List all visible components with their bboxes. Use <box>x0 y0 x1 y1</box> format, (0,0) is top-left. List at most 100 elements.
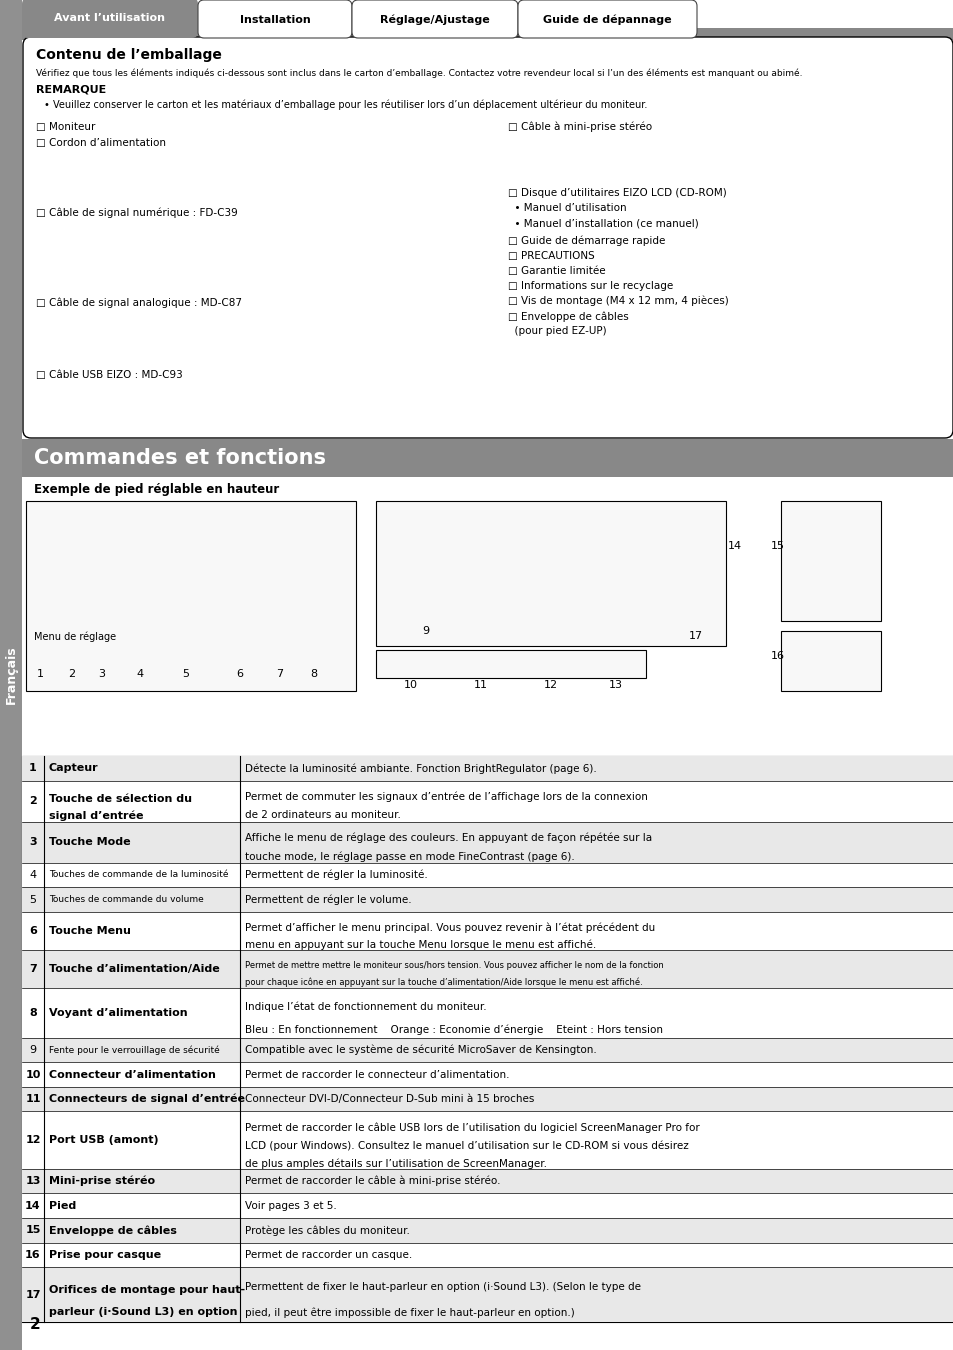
Text: □ Guide de démarrage rapide: □ Guide de démarrage rapide <box>507 236 664 247</box>
FancyBboxPatch shape <box>198 0 352 38</box>
Bar <box>22 1268 953 1322</box>
Bar <box>22 863 953 887</box>
Bar <box>22 1111 953 1169</box>
Text: LCD (pour Windows). Consultez le manuel d’utilisation sur le CD-ROM si vous dési: LCD (pour Windows). Consultez le manuel … <box>245 1141 688 1150</box>
Text: Réglage/Ajustage: Réglage/Ajustage <box>379 15 489 26</box>
Text: Permet de mettre mettre le moniteur sous/hors tension. Vous pouvez afficher le n: Permet de mettre mettre le moniteur sous… <box>245 961 663 969</box>
Text: 14: 14 <box>727 541 741 551</box>
Text: 6: 6 <box>236 670 243 679</box>
Text: Connecteurs de signal d’entrée: Connecteurs de signal d’entrée <box>49 1094 245 1104</box>
Text: Touche de sélection du: Touche de sélection du <box>49 794 192 803</box>
Bar <box>22 911 953 950</box>
Bar <box>0 0 22 1350</box>
Bar <box>22 780 953 822</box>
Text: 1: 1 <box>36 670 44 679</box>
Bar <box>22 1038 953 1062</box>
Text: Orifices de montage pour haut-: Orifices de montage pour haut- <box>49 1285 245 1295</box>
Bar <box>22 1169 953 1193</box>
Text: parleur (i·Sound L3) en option: parleur (i·Sound L3) en option <box>49 1307 237 1316</box>
Text: Port USB (amont): Port USB (amont) <box>49 1135 158 1145</box>
Bar <box>22 28 953 40</box>
Text: □ Moniteur: □ Moniteur <box>36 122 95 132</box>
Text: Affiche le menu de réglage des couleurs. En appuyant de façon répétée sur la: Affiche le menu de réglage des couleurs.… <box>245 833 652 844</box>
Text: 4: 4 <box>30 869 36 880</box>
Text: Permettent de fixer le haut-parleur en option (i·Sound L3). (Selon le type de: Permettent de fixer le haut-parleur en o… <box>245 1282 640 1292</box>
Text: Français: Français <box>5 645 17 705</box>
Text: Compatible avec le système de sécurité MicroSaver de Kensington.: Compatible avec le système de sécurité M… <box>245 1045 597 1056</box>
Bar <box>22 1218 953 1243</box>
Text: 16: 16 <box>25 1250 41 1260</box>
Text: 2: 2 <box>30 796 37 806</box>
Bar <box>22 1087 953 1111</box>
Text: □ Câble à mini-prise stéréo: □ Câble à mini-prise stéréo <box>507 122 652 132</box>
Text: 4: 4 <box>136 670 143 679</box>
Text: • Manuel d’installation (ce manuel): • Manuel d’installation (ce manuel) <box>507 217 698 228</box>
Text: 12: 12 <box>25 1135 41 1145</box>
Text: Permet d’afficher le menu principal. Vous pouvez revenir à l’état précédent du: Permet d’afficher le menu principal. Vou… <box>245 922 655 933</box>
Text: Permet de raccorder le câble USB lors de l’utilisation du logiciel ScreenManager: Permet de raccorder le câble USB lors de… <box>245 1122 699 1133</box>
Text: □ Garantie limitée: □ Garantie limitée <box>507 266 605 275</box>
Text: 9: 9 <box>30 1045 36 1054</box>
Text: 10: 10 <box>403 680 417 690</box>
Text: Exemple de pied réglable en hauteur: Exemple de pied réglable en hauteur <box>34 483 279 495</box>
Text: Permet de raccorder un casque.: Permet de raccorder un casque. <box>245 1250 412 1260</box>
Text: Touche Mode: Touche Mode <box>49 837 131 848</box>
Text: Capteur: Capteur <box>49 763 98 774</box>
Text: 6: 6 <box>29 926 37 936</box>
Text: □ Disque d’utilitaires EIZO LCD (CD-ROM): □ Disque d’utilitaires EIZO LCD (CD-ROM) <box>507 188 726 198</box>
Text: □ Vis de montage (M4 x 12 mm, 4 pièces): □ Vis de montage (M4 x 12 mm, 4 pièces) <box>507 296 728 306</box>
Bar <box>22 1243 953 1268</box>
Text: Pied: Pied <box>49 1200 76 1211</box>
Text: □ Câble de signal numérique : FD-C39: □ Câble de signal numérique : FD-C39 <box>36 208 237 219</box>
Bar <box>375 649 645 678</box>
Bar <box>375 501 725 647</box>
Text: Voyant d’alimentation: Voyant d’alimentation <box>49 1008 188 1018</box>
Text: pour chaque icône en appuyant sur la touche d’alimentation/Aide lorsque le menu : pour chaque icône en appuyant sur la tou… <box>245 977 642 987</box>
Text: de plus amples détails sur l’utilisation de ScreenManager.: de plus amples détails sur l’utilisation… <box>245 1158 546 1169</box>
Text: Connecteur DVI-D/Connecteur D-Sub mini à 15 broches: Connecteur DVI-D/Connecteur D-Sub mini à… <box>245 1094 534 1104</box>
Text: 8: 8 <box>310 670 317 679</box>
Text: menu en appuyant sur la touche Menu lorsque le menu est affiché.: menu en appuyant sur la touche Menu lors… <box>245 940 596 950</box>
Bar <box>22 950 953 988</box>
Bar <box>22 756 953 780</box>
Text: 17: 17 <box>688 630 702 641</box>
Text: touche mode, le réglage passe en mode FineContrast (page 6).: touche mode, le réglage passe en mode Fi… <box>245 852 574 861</box>
Bar <box>781 501 880 621</box>
Text: 1: 1 <box>30 763 37 774</box>
Text: 15: 15 <box>26 1226 41 1235</box>
Text: Permet de raccorder le connecteur d’alimentation.: Permet de raccorder le connecteur d’alim… <box>245 1069 509 1080</box>
Text: Contenu de l’emballage: Contenu de l’emballage <box>36 49 222 62</box>
Text: 2: 2 <box>30 1318 41 1332</box>
Text: Fente pour le verrouillage de sécurité: Fente pour le verrouillage de sécurité <box>49 1045 219 1054</box>
Text: □ Câble de signal analogique : MD-C87: □ Câble de signal analogique : MD-C87 <box>36 298 242 309</box>
Text: □ Câble USB EIZO : MD-C93: □ Câble USB EIZO : MD-C93 <box>36 370 183 379</box>
Bar <box>22 887 953 911</box>
Text: Touche d’alimentation/Aide: Touche d’alimentation/Aide <box>49 964 219 975</box>
Text: 5: 5 <box>182 670 190 679</box>
Text: □ Cordon d’alimentation: □ Cordon d’alimentation <box>36 138 166 148</box>
Text: 11: 11 <box>474 680 488 690</box>
Text: Touches de commande du volume: Touches de commande du volume <box>49 895 204 905</box>
Text: □ Enveloppe de câbles: □ Enveloppe de câbles <box>507 310 628 321</box>
Text: 13: 13 <box>26 1176 41 1187</box>
Text: 7: 7 <box>276 670 283 679</box>
Bar <box>22 1062 953 1087</box>
Text: Menu de réglage: Menu de réglage <box>34 630 116 641</box>
Text: 17: 17 <box>25 1289 41 1300</box>
Text: Protège les câbles du moniteur.: Protège les câbles du moniteur. <box>245 1226 410 1235</box>
Text: Permet de raccorder le câble à mini-prise stéréo.: Permet de raccorder le câble à mini-pris… <box>245 1176 500 1187</box>
Bar <box>22 1193 953 1218</box>
Text: 7: 7 <box>30 964 37 975</box>
Text: Indique l’état de fonctionnement du moniteur.: Indique l’état de fonctionnement du moni… <box>245 1002 486 1012</box>
Text: Détecte la luminosité ambiante. Fonction BrightRegulator (page 6).: Détecte la luminosité ambiante. Fonction… <box>245 763 597 774</box>
Text: 12: 12 <box>543 680 558 690</box>
Text: 2: 2 <box>69 670 75 679</box>
Text: Guide de dépannage: Guide de dépannage <box>542 15 671 26</box>
Text: Touches de commande de la luminosité: Touches de commande de la luminosité <box>49 871 229 879</box>
FancyBboxPatch shape <box>517 0 697 38</box>
Text: 15: 15 <box>770 541 784 551</box>
FancyBboxPatch shape <box>352 0 517 38</box>
Text: Mini-prise stéréo: Mini-prise stéréo <box>49 1176 155 1187</box>
Text: □ Informations sur le recyclage: □ Informations sur le recyclage <box>507 281 673 292</box>
Text: REMARQUE: REMARQUE <box>36 84 106 95</box>
